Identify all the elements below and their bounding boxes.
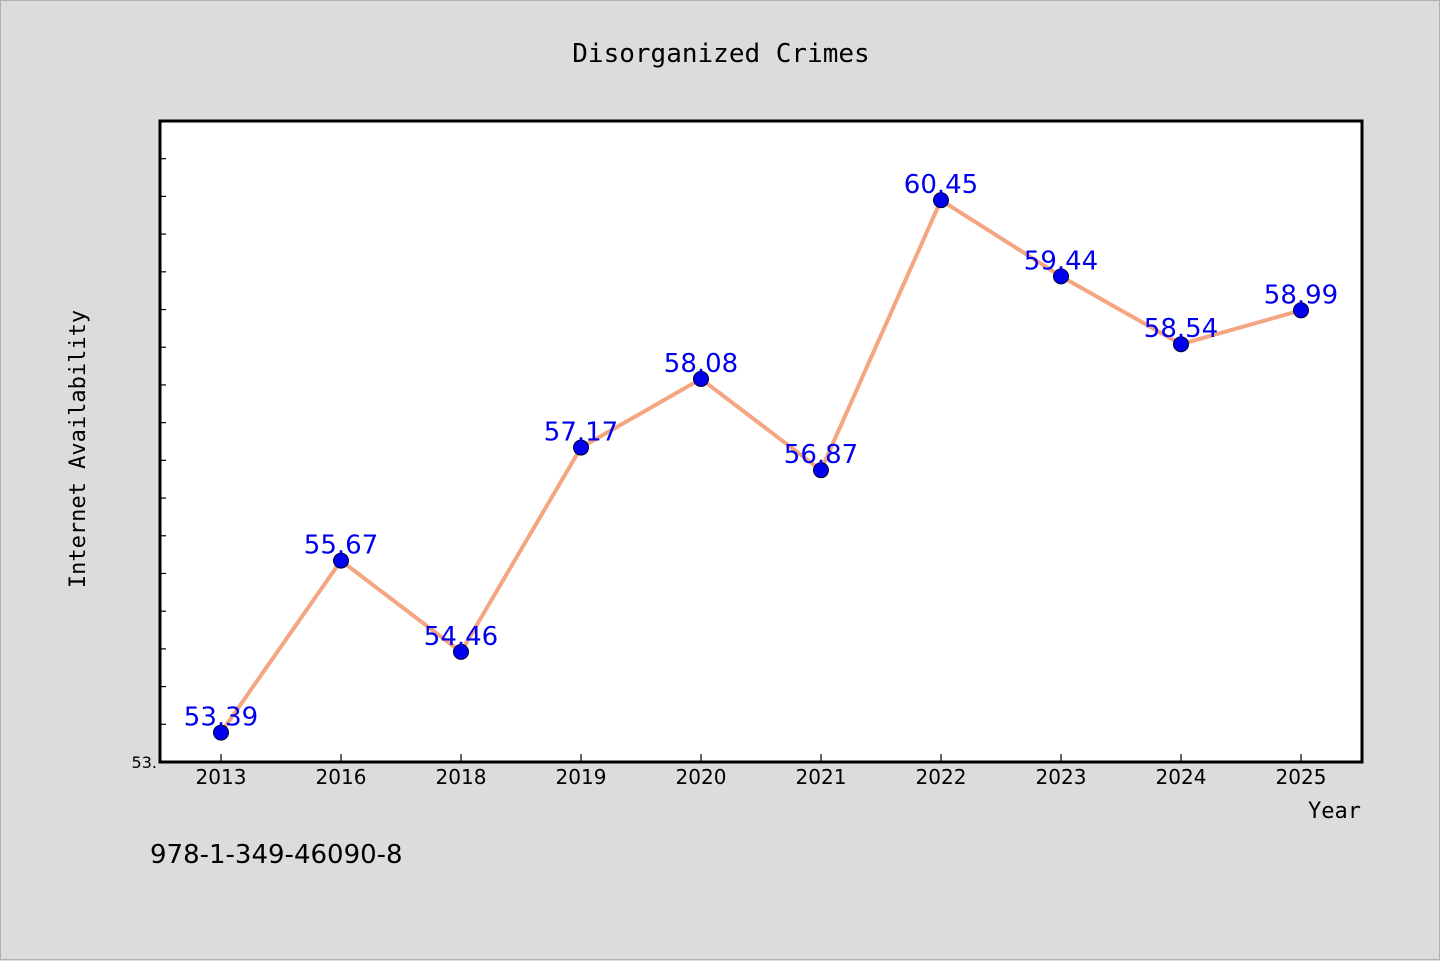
y-tick-label: 53. [132, 753, 157, 772]
x-axis-label: Year [1308, 799, 1361, 824]
series-line [219, 198, 1302, 734]
series-line-group: 53.39 55.67 54.46 57.17 58.08 56.87 60.45 59.44… [184, 170, 1338, 741]
data-point [1053, 268, 1069, 285]
data-point [813, 462, 829, 479]
x-axis: 2013 2016 2018 2019 2020 2021 2022 2023 2024 2025 [196, 754, 1327, 789]
x-tick-label: 2025 [1276, 765, 1327, 789]
data-point [573, 439, 589, 456]
x-tick-label: 2020 [676, 765, 727, 789]
plot-area [158, 119, 1364, 764]
chart-title: Disorganized Crimes [572, 39, 869, 69]
x-tick-label: 2019 [556, 765, 607, 789]
data-label: 53.39 [184, 703, 258, 733]
footer-id-text: 978-1-349-46090-8 [150, 840, 403, 870]
x-tick-label: 2023 [1036, 765, 1087, 789]
x-tick-label: 2018 [436, 765, 487, 789]
data-label: 55.67 [304, 531, 378, 561]
data-point [213, 724, 229, 741]
data-point [453, 643, 469, 660]
x-tick-label: 2016 [316, 765, 367, 789]
data-label: 58.08 [664, 349, 738, 379]
data-label: 57.17 [544, 418, 618, 448]
y-axis-ticks [160, 120, 166, 763]
data-label: 58.99 [1264, 280, 1338, 310]
data-label: 60.45 [904, 170, 978, 200]
x-tick-label: 2024 [1156, 765, 1207, 789]
data-point [333, 552, 349, 569]
x-tick-label: 2022 [916, 765, 967, 789]
data-label: 56.87 [784, 440, 858, 470]
data-point [1293, 302, 1309, 319]
data-label: 54.46 [424, 622, 498, 652]
data-label: 58.54 [1144, 314, 1218, 344]
data-point [693, 370, 709, 387]
data-label: 59.44 [1024, 246, 1098, 276]
x-tick-label: 2021 [796, 765, 847, 789]
data-point [933, 192, 949, 209]
data-point [1173, 336, 1189, 353]
x-tick-label: 2013 [196, 765, 247, 789]
y-axis-label: Internet Availability [66, 310, 91, 588]
